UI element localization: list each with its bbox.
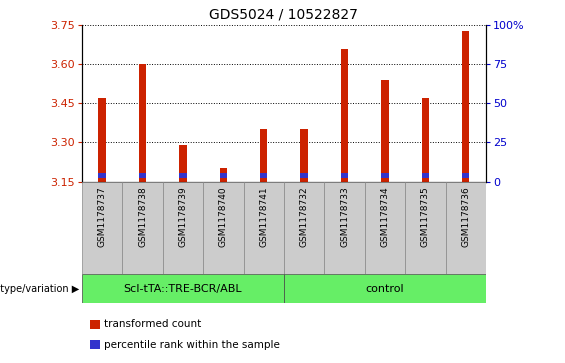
Bar [90, 340, 100, 349]
Text: GSM1178735: GSM1178735 [421, 186, 430, 247]
Title: GDS5024 / 10522827: GDS5024 / 10522827 [210, 8, 358, 21]
Bar [301, 173, 308, 178]
Text: GSM1178738: GSM1178738 [138, 186, 147, 247]
Bar [98, 173, 106, 178]
Bar [139, 65, 146, 182]
Text: GSM1178733: GSM1178733 [340, 186, 349, 247]
Text: GSM1178734: GSM1178734 [380, 186, 389, 247]
Text: GSM1178737: GSM1178737 [98, 186, 107, 247]
Bar [98, 98, 106, 182]
Bar [82, 182, 122, 274]
Bar [284, 182, 324, 274]
Text: GSM1178741: GSM1178741 [259, 186, 268, 247]
Bar [122, 182, 163, 274]
Bar [244, 182, 284, 274]
Bar [301, 130, 308, 182]
Text: GSM1178740: GSM1178740 [219, 186, 228, 247]
Bar [82, 274, 284, 303]
Text: GSM1178739: GSM1178739 [179, 186, 188, 247]
Bar [139, 173, 146, 178]
Bar [365, 182, 405, 274]
Bar [421, 98, 429, 182]
Bar [341, 173, 348, 178]
Bar [260, 173, 267, 178]
Bar [341, 49, 348, 182]
Bar [421, 173, 429, 178]
Text: transformed count: transformed count [104, 319, 201, 329]
Bar [405, 182, 445, 274]
Bar [324, 182, 365, 274]
Bar [381, 80, 389, 182]
Text: GSM1178736: GSM1178736 [461, 186, 470, 247]
Bar [462, 30, 470, 181]
Bar [446, 182, 486, 274]
Bar [462, 173, 470, 178]
Bar [381, 173, 389, 178]
Bar [163, 182, 203, 274]
Text: control: control [366, 284, 404, 294]
Bar [284, 274, 486, 303]
Bar [203, 182, 244, 274]
Bar [90, 320, 100, 329]
Text: ScI-tTA::TRE-BCR/ABL: ScI-tTA::TRE-BCR/ABL [124, 284, 242, 294]
Bar [260, 130, 267, 182]
Text: genotype/variation ▶: genotype/variation ▶ [0, 284, 80, 294]
Bar [179, 173, 186, 178]
Bar [179, 145, 186, 182]
Text: percentile rank within the sample: percentile rank within the sample [104, 340, 280, 350]
Text: GSM1178732: GSM1178732 [299, 186, 308, 247]
Bar [220, 168, 227, 182]
Bar [220, 173, 227, 178]
